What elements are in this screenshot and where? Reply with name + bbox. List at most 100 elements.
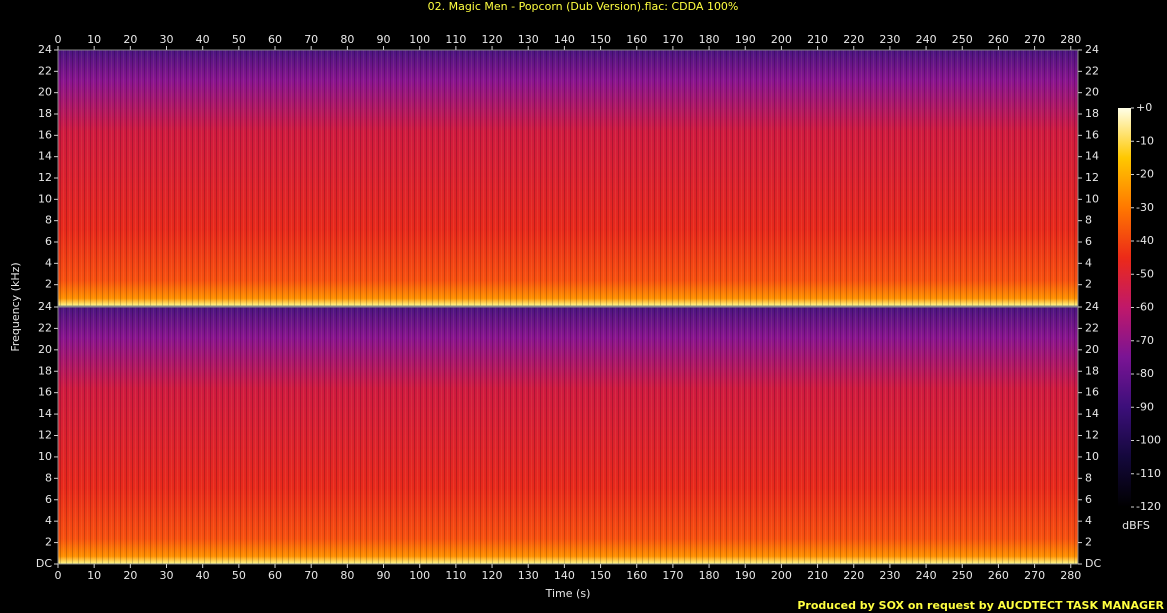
x-tick-label: 280: [1060, 569, 1081, 582]
x-tick-label: 220: [843, 569, 864, 582]
x-tick-label: 190: [735, 33, 756, 46]
y-tick-label: 10: [38, 450, 52, 463]
y-tick-label-right: 12: [1085, 429, 1099, 442]
x-tick-label: 0: [55, 569, 62, 582]
x-tick-label: 140: [554, 33, 575, 46]
x-tick-label: 200: [771, 569, 792, 582]
x-tick-label: 190: [735, 569, 756, 582]
x-tick-label: 100: [409, 569, 430, 582]
colorbar-tick-label: -120: [1136, 500, 1161, 513]
y-tick-label-right: 8: [1085, 214, 1092, 227]
y-tick-label-right: 6: [1085, 235, 1092, 248]
x-tick-label: 210: [807, 33, 828, 46]
x-tick-label: 20: [123, 33, 137, 46]
x-tick-label: 220: [843, 33, 864, 46]
x-tick-label: 10: [87, 569, 101, 582]
y-tick-label-right: 18: [1085, 364, 1099, 377]
spectrogram-texture: [58, 50, 1078, 306]
y-tick-label: DC: [36, 557, 52, 570]
x-tick-label: 270: [1024, 33, 1045, 46]
x-tick-label: 10: [87, 33, 101, 46]
x-tick-label: 50: [232, 569, 246, 582]
x-tick-label: 90: [377, 569, 391, 582]
x-tick-label: 80: [340, 569, 354, 582]
x-tick-label: 110: [445, 569, 466, 582]
x-tick-label: 100: [409, 33, 430, 46]
y-tick-label: 22: [38, 321, 52, 334]
y-tick-label-right: 20: [1085, 86, 1099, 99]
x-tick-label: 140: [554, 569, 575, 582]
y-tick-label: 22: [38, 64, 52, 77]
y-tick-label-right: 10: [1085, 192, 1099, 205]
y-tick-label: 12: [38, 429, 52, 442]
colorbar-tick-label: -70: [1136, 334, 1154, 347]
y-tick-label: 6: [45, 493, 52, 506]
footer: Produced by SOX on request by AUCDTECT T…: [797, 599, 1164, 612]
colorbar-tick-label: -50: [1136, 267, 1154, 280]
y-tick-label-right: 4: [1085, 514, 1092, 527]
x-tick-label: 150: [590, 569, 611, 582]
x-tick-label: 210: [807, 569, 828, 582]
y-tick-label: 16: [38, 386, 52, 399]
y-tick-label-right: 16: [1085, 128, 1099, 141]
x-tick-label: 60: [268, 33, 282, 46]
x-tick-label: 30: [160, 569, 174, 582]
x-tick-label: 160: [626, 33, 647, 46]
y-tick-label: 18: [38, 364, 52, 377]
y-tick-label-right: 16: [1085, 386, 1099, 399]
x-tick-label: 180: [699, 33, 720, 46]
y-tick-label: 24: [38, 300, 52, 313]
y-tick-label-right: 20: [1085, 343, 1099, 356]
x-tick-label: 40: [196, 569, 210, 582]
x-tick-label: 270: [1024, 569, 1045, 582]
colorbar-tick-label: -100: [1136, 434, 1161, 447]
colorbar-tick-label: -10: [1136, 134, 1154, 147]
colorbar-label: dBFS: [1122, 519, 1150, 532]
colorbar-tick-label: -40: [1136, 234, 1154, 247]
x-tick-label: 40: [196, 33, 210, 46]
x-tick-label: 200: [771, 33, 792, 46]
y-tick-label-right: 22: [1085, 321, 1099, 334]
x-axis-label: Time (s): [545, 587, 591, 600]
x-tick-label: 280: [1060, 33, 1081, 46]
x-tick-label: 160: [626, 569, 647, 582]
y-tick-label: 8: [45, 214, 52, 227]
colorbar-tick-label: -30: [1136, 201, 1154, 214]
y-tick-label-right: DC: [1085, 557, 1101, 570]
y-tick-label-right: 4: [1085, 256, 1092, 269]
y-tick-label-right: 12: [1085, 171, 1099, 184]
x-tick-label: 260: [988, 569, 1009, 582]
y-tick-label-right: 8: [1085, 471, 1092, 484]
y-tick-label-right: 14: [1085, 150, 1099, 163]
y-tick-label: 16: [38, 128, 52, 141]
x-tick-label: 250: [952, 33, 973, 46]
x-tick-label: 30: [160, 33, 174, 46]
x-tick-label: 20: [123, 569, 137, 582]
spectrogram-texture: [58, 307, 1078, 564]
y-tick-label: 20: [38, 86, 52, 99]
y-tick-label: 6: [45, 235, 52, 248]
y-tick-label-right: 24: [1085, 300, 1099, 313]
x-tick-label: 170: [662, 33, 683, 46]
colorbar-tick-label: -90: [1136, 400, 1154, 413]
x-tick-label: 240: [916, 33, 937, 46]
y-tick-label-right: 18: [1085, 107, 1099, 120]
x-tick-label: 50: [232, 33, 246, 46]
y-tick-label: 4: [45, 256, 52, 269]
x-tick-label: 110: [445, 33, 466, 46]
y-tick-label: 8: [45, 471, 52, 484]
colorbar-tick-label: +0: [1136, 101, 1152, 114]
y-tick-label-right: 14: [1085, 407, 1099, 420]
y-tick-label-right: 2: [1085, 278, 1092, 291]
y-tick-label-right: 10: [1085, 450, 1099, 463]
y-tick-label: 24: [38, 43, 52, 56]
x-tick-label: 120: [482, 569, 503, 582]
colorbar-tick-label: -80: [1136, 367, 1154, 380]
title: 02. Magic Men - Popcorn (Dub Version).fl…: [428, 0, 739, 13]
colorbar-tick-label: -20: [1136, 168, 1154, 181]
y-tick-label: 10: [38, 192, 52, 205]
y-tick-label: 12: [38, 171, 52, 184]
colorbar: [1118, 108, 1131, 507]
